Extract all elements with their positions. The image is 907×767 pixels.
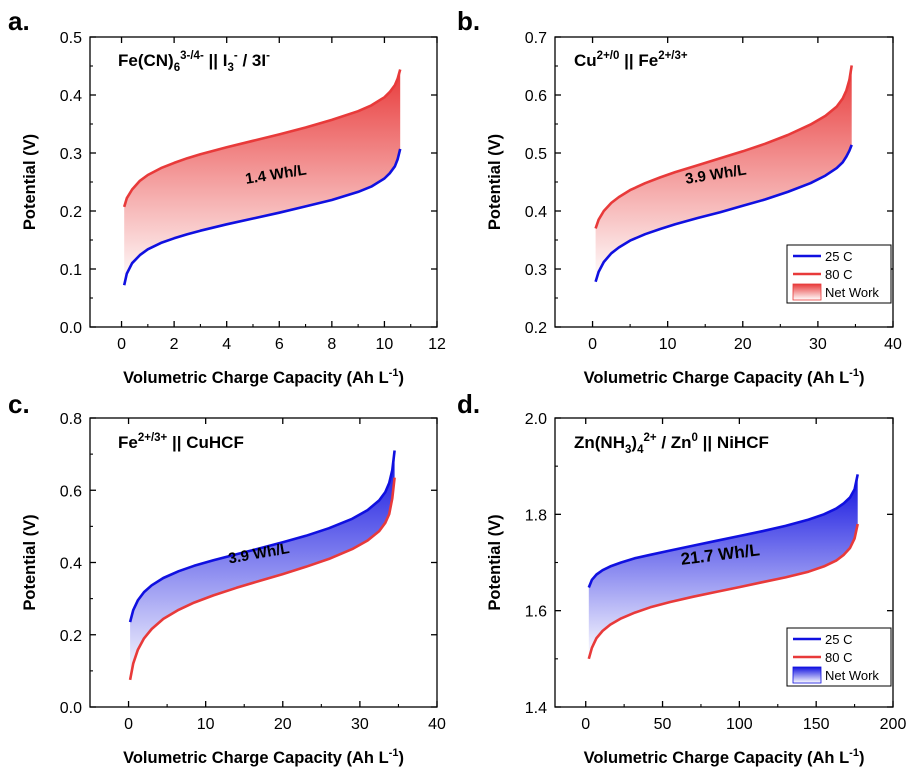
legend-label: 25 C <box>825 249 852 264</box>
chart-panel-1: 0 2 4 6 8 10 12 0.0 0.1 0.2 0.3 0.4 0.5 Volumetric Ch… <box>8 6 446 387</box>
y-tick-label: 1.8 <box>525 507 547 524</box>
series-line-80-c <box>128 477 396 681</box>
panel-label: d. <box>457 389 480 419</box>
series-line-25-c <box>128 450 396 623</box>
net-work-area <box>595 65 852 282</box>
panel-label: b. <box>457 6 480 36</box>
chart-panel-4: 0 50 100 150 200 1.4 1.6 1.8 2.0 Volumetric Charg… <box>457 389 906 767</box>
panel-label: a. <box>8 6 30 36</box>
y-tick-label: 1.6 <box>525 604 547 621</box>
x-tick-label: 6 <box>275 336 284 353</box>
x-tick-label: 0 <box>124 716 133 733</box>
series-line-80-c <box>122 69 402 208</box>
x-tick-label: 30 <box>809 336 827 353</box>
series-line-25-c <box>587 474 859 588</box>
y-tick-label: 0.2 <box>60 628 82 645</box>
x-tick-label: 4 <box>222 336 231 353</box>
x-tick-label: 12 <box>428 336 446 353</box>
y-tick-label: 0.2 <box>60 204 82 221</box>
x-tick-label: 150 <box>803 716 830 733</box>
y-tick-label: 0.7 <box>525 30 547 47</box>
x-axis-label: Volumetric Charge Capacity (Ah L-1) <box>123 367 404 387</box>
x-tick-label: 0 <box>117 336 126 353</box>
y-tick-label: 0.4 <box>60 88 82 105</box>
x-tick-label: 10 <box>197 716 215 733</box>
y-tick-label: 0.5 <box>525 146 547 163</box>
x-tick-label: 2 <box>170 336 179 353</box>
y-tick-label: 0.0 <box>60 320 82 337</box>
y-tick-label: 0.6 <box>525 88 547 105</box>
x-tick-label: 10 <box>659 336 677 353</box>
y-tick-label: 0.8 <box>60 411 82 428</box>
panel-title: Cu2+/0 || Fe2+/3+ <box>574 50 688 70</box>
y-axis-label: Potential (V) <box>486 514 504 610</box>
x-tick-label: 8 <box>327 336 336 353</box>
legend-label: 80 C <box>825 650 852 665</box>
x-tick-label: 40 <box>884 336 902 353</box>
x-tick-label: 100 <box>726 716 753 733</box>
panel-title: Zn(NH3)42+ / Zn0 || NiHCF <box>574 432 769 456</box>
y-tick-label: 0.6 <box>60 483 82 500</box>
x-axis-label: Volumetric Charge Capacity (Ah L-1) <box>584 367 865 387</box>
y-axis-label: Potential (V) <box>21 514 39 610</box>
y-tick-label: 1.4 <box>525 700 547 717</box>
y-tick-label: 0.0 <box>60 700 82 717</box>
legend: 25 C 80 C Net Work <box>786 244 892 304</box>
y-tick-label: 0.2 <box>525 320 547 337</box>
panel-title: Fe2+/3+ || CuHCF <box>118 432 244 452</box>
chart-panel-3: 0 10 20 30 40 0.0 0.2 0.4 0.6 0.8 Volumetric Charg… <box>8 389 446 767</box>
legend-label: 25 C <box>825 632 852 647</box>
x-axis-label: Volumetric Charge Capacity (Ah L-1) <box>584 747 865 767</box>
legend: 25 C 80 C Net Work <box>786 627 892 687</box>
net-work-area <box>588 474 858 659</box>
x-axis-label: Volumetric Charge Capacity (Ah L-1) <box>123 747 404 767</box>
chart-panel-2: 0 10 20 30 40 0.2 0.3 0.4 0.5 0.6 0.7 Volumetric Ch… <box>457 6 902 387</box>
legend-swatch-fill <box>792 283 822 301</box>
panel-title: Fe(CN)63-/4- || I3- / 3I- <box>118 50 270 74</box>
y-axis-label: Potential (V) <box>486 134 504 230</box>
x-tick-label: 0 <box>588 336 597 353</box>
x-tick-label: 10 <box>376 336 394 353</box>
x-tick-label: 30 <box>351 716 369 733</box>
legend-label: Net Work <box>825 668 879 683</box>
series-line-80-c <box>587 523 859 660</box>
series-line-25-c <box>122 148 402 286</box>
y-axis-label: Potential (V) <box>21 134 39 230</box>
net-work-area <box>124 69 401 286</box>
x-tick-label: 50 <box>654 716 672 733</box>
series-line-25-c <box>594 144 853 283</box>
y-tick-label: 0.4 <box>60 556 82 573</box>
y-tick-label: 0.3 <box>60 146 82 163</box>
legend-label: Net Work <box>825 285 879 300</box>
y-tick-label: 0.1 <box>60 262 82 279</box>
panel-label: c. <box>8 389 30 419</box>
x-tick-label: 40 <box>428 716 446 733</box>
legend-label: 80 C <box>825 267 852 282</box>
x-tick-label: 20 <box>274 716 292 733</box>
x-tick-label: 0 <box>581 716 590 733</box>
x-tick-label: 20 <box>734 336 752 353</box>
net-work-area <box>130 450 395 680</box>
legend-swatch-fill <box>792 666 822 684</box>
y-tick-label: 2.0 <box>525 411 547 428</box>
y-tick-label: 0.3 <box>525 262 547 279</box>
series-line-80-c <box>594 65 853 229</box>
x-tick-label: 200 <box>880 716 907 733</box>
y-tick-label: 0.5 <box>60 30 82 47</box>
y-tick-label: 0.4 <box>525 204 547 221</box>
